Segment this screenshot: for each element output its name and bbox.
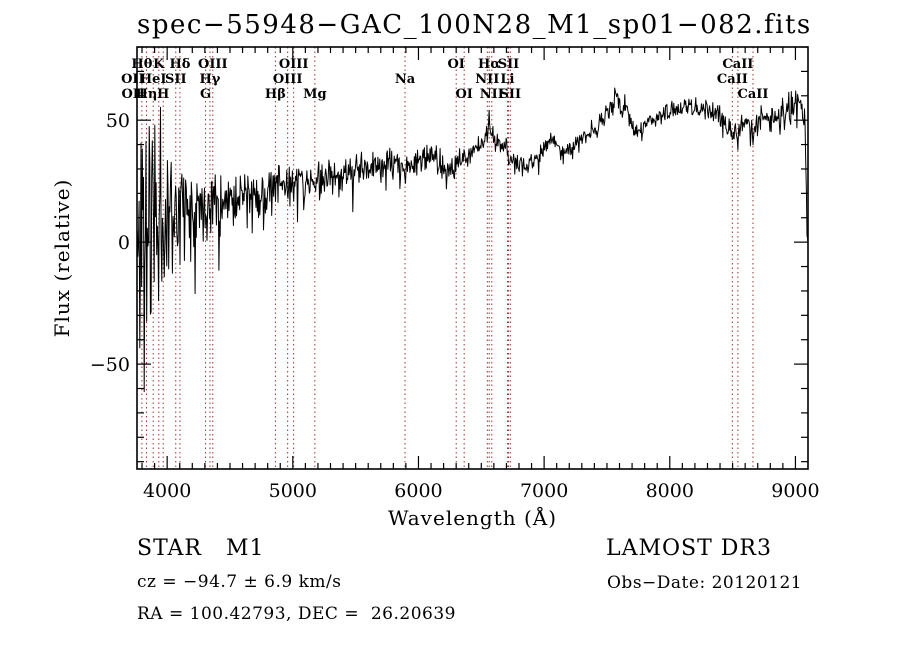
- line-label-NII: NII: [475, 72, 499, 87]
- line-label-Hα: Hα: [478, 57, 500, 72]
- line-label-NII: NII: [480, 87, 504, 102]
- line-label-Hθ: Hθ: [131, 57, 152, 72]
- spectrum-trace-group: [136, 87, 809, 393]
- x-tick-label: 8000: [646, 480, 694, 502]
- x-tick-label: 6000: [394, 480, 442, 502]
- line-label-Li: Li: [500, 72, 514, 87]
- line-label-H: H: [157, 87, 169, 102]
- ra-dec-label: RA = 100.42793, DEC = 26.20639: [137, 604, 456, 624]
- cz-velocity-label: cz = −94.7 ± 6.9 km/s: [137, 572, 342, 592]
- line-label-OII: OII: [121, 87, 145, 102]
- object-class-label: STAR M1: [137, 536, 265, 561]
- line-label-Hβ: Hβ: [265, 87, 286, 102]
- survey-release-label: LAMOST DR3: [606, 536, 772, 561]
- line-label-G: G: [200, 87, 211, 102]
- y-tick-label: 50: [106, 110, 130, 132]
- spectrum-trace: [136, 87, 809, 393]
- x-tick-label: 5000: [269, 480, 317, 502]
- axes-group: 4000 5000 6000 7000 8000 9000 −50 0 50: [90, 46, 820, 502]
- x-tick-label: 9000: [771, 480, 819, 502]
- line-label-Hδ: Hδ: [169, 57, 190, 72]
- line-label-OIII: OIII: [198, 57, 228, 72]
- plot-frame: [136, 46, 809, 470]
- y-axis-label: Flux (relative): [50, 178, 74, 338]
- line-label-Mg: Mg: [303, 87, 326, 102]
- y-tick-label: 0: [118, 232, 130, 254]
- line-label-CaII: CaII: [717, 72, 748, 87]
- line-label-OI: OI: [447, 57, 464, 72]
- line-marker-group: [141, 47, 754, 469]
- line-label-Na: Na: [395, 72, 416, 87]
- line-label-OIII: OIII: [279, 57, 309, 72]
- line-label-HeI: HeI: [140, 72, 167, 87]
- line-label-Hγ: Hγ: [200, 72, 221, 87]
- line-label-K: K: [153, 57, 165, 72]
- x-axis-label: Wavelength (Å): [387, 506, 558, 530]
- line-label-OI: OI: [455, 87, 472, 102]
- plot-title: spec−55948−GAC_100N28_M1_sp01−082.fits: [137, 10, 812, 40]
- x-tick-label: 4000: [143, 480, 191, 502]
- line-label-OIII: OIII: [273, 72, 303, 87]
- line-label-CaII: CaII: [738, 87, 769, 102]
- line-label-OII: OII: [121, 72, 145, 87]
- x-tick-label: 7000: [520, 480, 568, 502]
- line-label-SII: SII: [500, 87, 522, 102]
- line-label-CaII: CaII: [722, 57, 753, 72]
- y-tick-label: −50: [90, 354, 130, 376]
- obs-date-label: Obs−Date: 20120121: [607, 573, 803, 593]
- line-label-SII: SII: [165, 72, 187, 87]
- line-label-SII: SII: [498, 57, 520, 72]
- line-label-Hη: Hη: [136, 87, 158, 102]
